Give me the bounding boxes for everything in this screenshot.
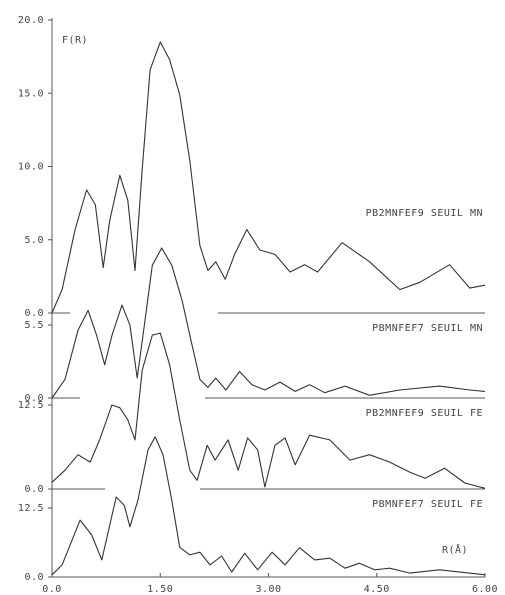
y-tick-label: 0.0 bbox=[24, 572, 44, 583]
x-tick-label: 0.0 bbox=[42, 584, 62, 595]
y-tick-label: 10.0 bbox=[18, 162, 44, 173]
y-tick-label: 12.5 bbox=[18, 400, 44, 411]
spectrum-line bbox=[51, 247, 486, 399]
spectrum-line bbox=[51, 41, 486, 314]
series-label: PB2MNFEF9 SEUIL FE bbox=[366, 408, 483, 419]
y-tick-label: 12.5 bbox=[18, 503, 44, 514]
spectrum-line bbox=[51, 332, 486, 489]
series-label: PB2MNFEF9 SEUIL MN bbox=[366, 208, 483, 219]
y-tick-label: 5.5 bbox=[24, 320, 44, 331]
y-tick-label: 5.0 bbox=[24, 235, 44, 246]
y-tick-label: 0.0 bbox=[24, 484, 44, 495]
y-tick-label: 15.0 bbox=[18, 88, 44, 99]
x-tick-label: 4.50 bbox=[364, 584, 390, 595]
y-tick-label: 0.0 bbox=[24, 393, 44, 404]
x-axis-label: R(Å) bbox=[442, 543, 468, 556]
series-label: PBMNFEF7 SEUIL FE bbox=[372, 499, 483, 510]
y-axis-label: F(R) bbox=[62, 35, 88, 46]
y-tick-label: 0.0 bbox=[24, 308, 44, 319]
series-label: PBMNFEF7 SEUIL MN bbox=[372, 323, 483, 334]
spectrum-line bbox=[51, 436, 486, 576]
x-tick-label: 6.00 bbox=[472, 584, 498, 595]
y-tick-label: 20.0 bbox=[18, 15, 44, 26]
x-tick-label: 1.50 bbox=[147, 584, 173, 595]
x-tick-label: 3.00 bbox=[255, 584, 281, 595]
